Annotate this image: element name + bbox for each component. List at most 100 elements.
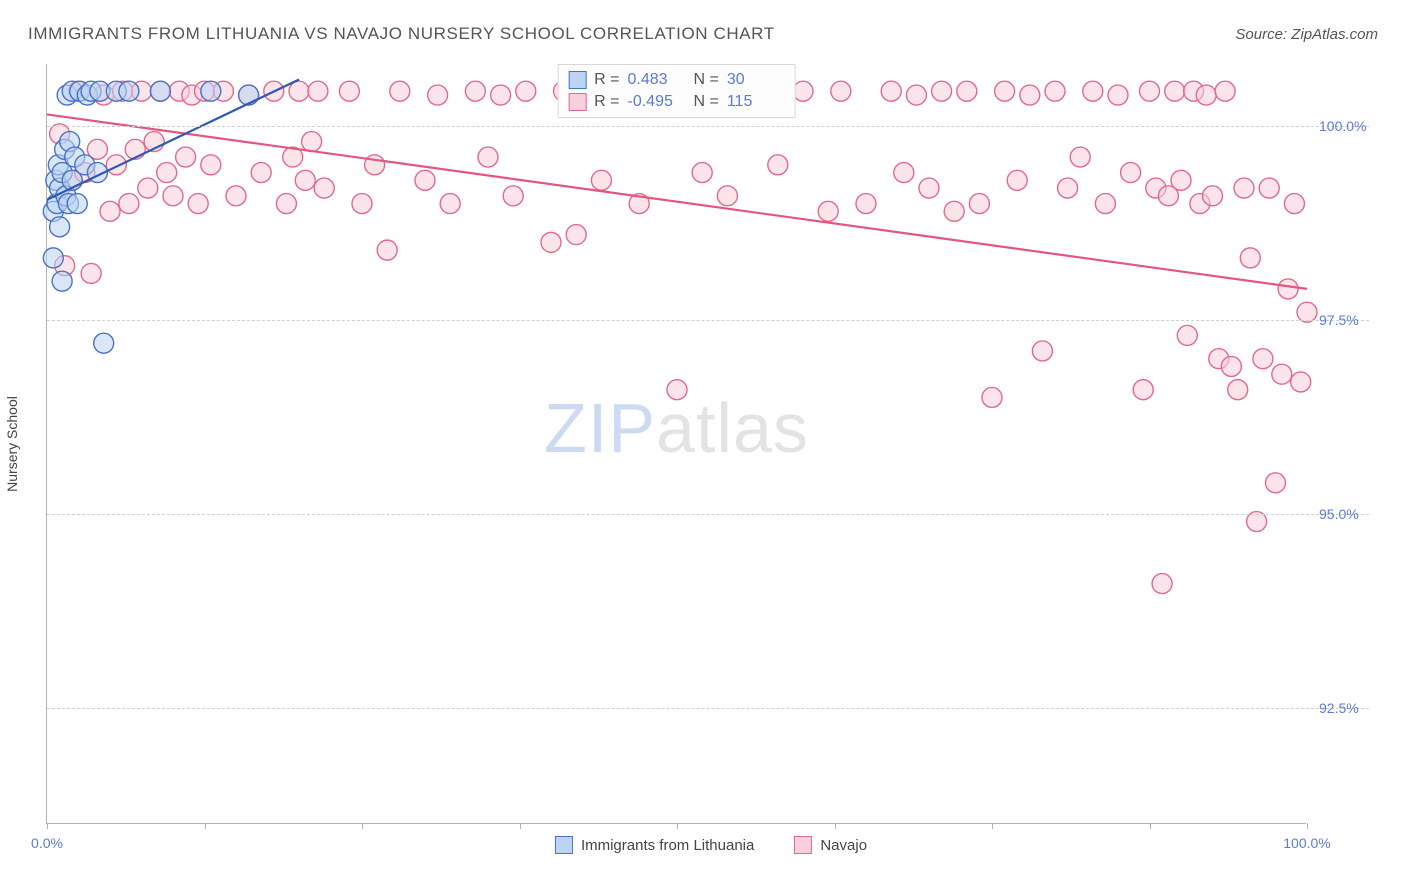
data-point (1196, 85, 1216, 105)
xtick (362, 823, 363, 829)
data-point (251, 163, 271, 183)
xtick-label: 0.0% (31, 835, 63, 851)
ytick-label: 95.0% (1319, 506, 1359, 522)
plot-area: ZIPatlas R =0.483N =30R =-0.495N =115 92… (46, 64, 1306, 824)
data-point (1266, 473, 1286, 493)
data-point (1007, 170, 1027, 190)
xtick-label: 100.0% (1283, 835, 1330, 851)
data-point (919, 178, 939, 198)
data-point (491, 85, 511, 105)
data-point (276, 194, 296, 214)
xtick (992, 823, 993, 829)
data-point (119, 81, 139, 101)
legend-swatch (794, 836, 812, 854)
gridline (47, 320, 1369, 321)
xtick (1150, 823, 1151, 829)
data-point (1032, 341, 1052, 361)
data-point (503, 186, 523, 206)
data-point (239, 85, 259, 105)
data-point (94, 333, 114, 353)
legend-r-label: R = (594, 71, 619, 89)
data-point (163, 186, 183, 206)
xtick (47, 823, 48, 829)
data-point (428, 85, 448, 105)
data-point (1203, 186, 1223, 206)
data-point (125, 139, 145, 159)
data-point (188, 194, 208, 214)
data-point (100, 201, 120, 221)
ytick-label: 97.5% (1319, 312, 1359, 328)
gridline (47, 708, 1369, 709)
data-point (692, 163, 712, 183)
data-point (1108, 85, 1128, 105)
watermark-atlas: atlas (656, 389, 809, 467)
data-point (50, 217, 70, 237)
data-point (944, 201, 964, 221)
legend-swatch (568, 93, 586, 111)
data-point (1058, 178, 1078, 198)
data-point (339, 81, 359, 101)
data-point (1121, 163, 1141, 183)
data-point (566, 225, 586, 245)
xtick (205, 823, 206, 829)
xtick (835, 823, 836, 829)
legend-n-value: 30 (727, 71, 785, 89)
legend-r-label: R = (594, 93, 619, 111)
data-point (932, 81, 952, 101)
data-point (43, 248, 63, 268)
ytick-label: 92.5% (1319, 700, 1359, 716)
data-point (1228, 380, 1248, 400)
data-point (793, 81, 813, 101)
xtick (1307, 823, 1308, 829)
watermark-zip: ZIP (544, 389, 656, 467)
legend-swatch (568, 71, 586, 89)
data-point (969, 194, 989, 214)
data-point (1020, 85, 1040, 105)
data-point (119, 194, 139, 214)
xtick (677, 823, 678, 829)
gridline (47, 126, 1369, 127)
chart-title: IMMIGRANTS FROM LITHUANIA VS NAVAJO NURS… (28, 24, 775, 44)
data-point (52, 271, 72, 291)
legend-correlation: R =0.483N =30R =-0.495N =115 (557, 64, 796, 118)
ytick-label: 100.0% (1319, 118, 1366, 134)
data-point (957, 81, 977, 101)
data-point (1272, 364, 1292, 384)
legend-n-label: N = (694, 93, 719, 111)
data-point (295, 170, 315, 190)
source-value: ZipAtlas.com (1291, 26, 1378, 43)
data-point (1083, 81, 1103, 101)
data-point (138, 178, 158, 198)
data-point (226, 186, 246, 206)
data-point (516, 81, 536, 101)
data-point (1165, 81, 1185, 101)
legend-n-label: N = (694, 71, 719, 89)
y-axis-label: Nursery School (4, 396, 20, 492)
data-point (415, 170, 435, 190)
data-point (352, 194, 372, 214)
data-point (1177, 325, 1197, 345)
data-point (1291, 372, 1311, 392)
data-point (302, 132, 322, 152)
data-point (591, 170, 611, 190)
source-credit: Source: ZipAtlas.com (1235, 26, 1378, 43)
data-point (201, 155, 221, 175)
data-point (1133, 380, 1153, 400)
data-point (1259, 178, 1279, 198)
legend-swatch (555, 836, 573, 854)
data-point (1253, 349, 1273, 369)
data-point (1140, 81, 1160, 101)
legend-item-label: Immigrants from Lithuania (581, 837, 754, 854)
data-point (67, 194, 87, 214)
data-point (894, 163, 914, 183)
data-point (201, 81, 221, 101)
data-point (1278, 279, 1298, 299)
data-point (176, 147, 196, 167)
plot-wrap: Nursery School ZIPatlas R =0.483N =30R =… (46, 64, 1376, 824)
xtick (520, 823, 521, 829)
legend-row: R =0.483N =30 (568, 69, 785, 91)
data-point (478, 147, 498, 167)
data-point (377, 240, 397, 260)
data-point (1234, 178, 1254, 198)
data-point (1240, 248, 1260, 268)
